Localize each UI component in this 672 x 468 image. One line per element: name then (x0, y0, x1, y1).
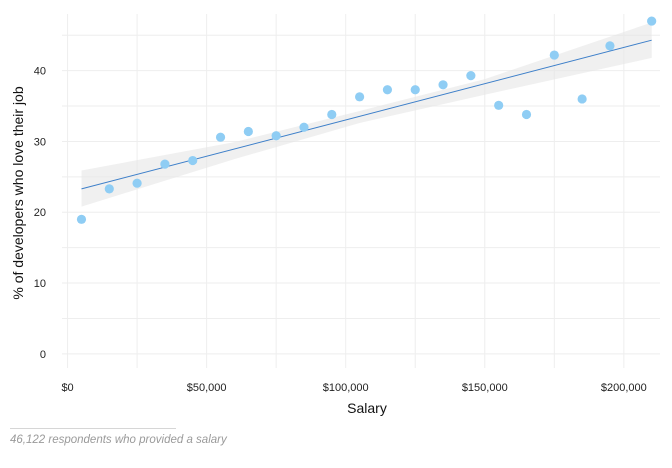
data-point (605, 41, 615, 51)
scatter-chart: 0 10 20 30 40 $0 $50,000 $100,000 $150,000 $200,… (10, 14, 660, 416)
data-point (577, 94, 587, 104)
data-point (647, 16, 657, 26)
x-axis-title: Salary (347, 400, 387, 416)
data-point (410, 85, 420, 95)
y-tick-label: 20 (34, 207, 46, 219)
y-tick-label: 10 (34, 278, 46, 290)
data-point (299, 122, 309, 132)
x-tick-label: $200,000 (601, 382, 647, 394)
grid (62, 14, 660, 368)
y-axis-title: % of developers who love their job (10, 86, 26, 299)
x-tick-label: $0 (61, 382, 73, 394)
footnote-divider (10, 428, 176, 429)
data-point (76, 214, 87, 224)
y-tick-labels: 0 10 20 30 40 (34, 66, 46, 361)
data-point (355, 92, 365, 102)
trend-line (81, 39, 652, 190)
data-point (382, 85, 393, 95)
data-point (549, 50, 559, 60)
y-tick-label: 0 (40, 349, 46, 361)
data-point (327, 109, 337, 120)
y-tick-label: 30 (34, 136, 46, 148)
x-tick-label: $50,000 (187, 382, 227, 394)
x-tick-labels: $0 $50,000 $100,000 $150,000 $200,000 (61, 382, 646, 394)
data-points (76, 16, 657, 224)
data-point (438, 80, 448, 90)
data-point (521, 109, 532, 120)
data-point (215, 132, 226, 142)
x-tick-label: $100,000 (323, 382, 369, 394)
data-point (466, 70, 476, 81)
data-point (243, 126, 253, 137)
data-point (188, 155, 198, 166)
data-point (271, 131, 281, 141)
data-point (494, 100, 504, 110)
data-point (160, 159, 170, 169)
data-point (132, 178, 142, 188)
footnote: 46,122 respondents who provided a salary (10, 434, 227, 446)
x-tick-label: $150,000 (462, 382, 508, 394)
y-tick-label: 40 (34, 66, 46, 78)
data-point (104, 184, 114, 194)
